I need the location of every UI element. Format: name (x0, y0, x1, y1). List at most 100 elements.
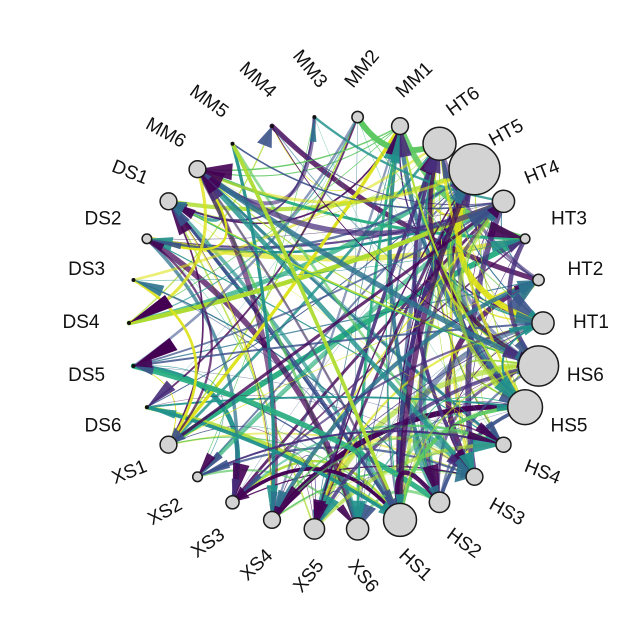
edge-HS6-DS1 (168, 200, 539, 367)
node-hs5 (506, 389, 544, 426)
edge-DS6-HS3 (146, 395, 475, 477)
node-ds4 (127, 321, 131, 325)
node-ht6 (422, 126, 457, 161)
edge-HS3-HT2 (458, 279, 539, 478)
node-ht2 (532, 273, 545, 287)
edge-HS5-MM1 (399, 125, 527, 409)
arrowhead-XS6 (351, 500, 366, 529)
node-layer (127, 110, 560, 541)
arrowhead-HT3 (487, 221, 526, 239)
label-mm2: MM2 (341, 46, 384, 92)
label-hs1: HS1 (394, 545, 435, 586)
node-mm5 (230, 141, 235, 146)
edge-HS1-XS3 (230, 467, 402, 522)
edge-XS5-XS1 (168, 426, 315, 530)
label-mm3: MM3 (288, 46, 331, 92)
edge-XS3-HT1 (231, 321, 545, 504)
label-xs1: XS1 (109, 456, 150, 489)
arrowhead-MM4 (257, 126, 272, 149)
node-ht4 (491, 189, 516, 214)
label-xs6: XS6 (344, 556, 383, 597)
node-ht5 (448, 142, 501, 196)
edge-HS1-DS3 (133, 279, 401, 521)
node-hs4 (495, 436, 512, 453)
edge-XS2-HS4 (196, 430, 505, 478)
edge-HT5-DS2 (145, 168, 476, 251)
node-xs1 (159, 435, 178, 454)
arrowhead-XS4 (272, 485, 302, 520)
arrowhead-MM1 (389, 126, 400, 164)
arrowhead-MM3 (309, 117, 317, 142)
label-mm5: MM5 (186, 81, 233, 123)
node-hs3 (465, 467, 484, 486)
label-hs2: HS2 (443, 524, 485, 563)
edge-HT6-XS1 (167, 142, 441, 447)
arrowhead-DS2 (146, 238, 182, 250)
arrowhead-DS3 (133, 280, 165, 297)
node-ds3 (131, 278, 136, 282)
node-mm4 (270, 124, 274, 129)
edge-HS6-HS1 (399, 365, 540, 521)
arrowhead-DS4 (129, 295, 173, 323)
label-ht5: HT5 (486, 115, 528, 151)
node-xs4 (262, 510, 282, 530)
node-hs1 (382, 502, 418, 538)
label-ds1: DS1 (109, 156, 151, 189)
arrowhead-DS5 (133, 366, 155, 376)
arrowhead-XS3 (232, 462, 250, 503)
edge-XS4-DS1 (168, 201, 273, 521)
node-hs2 (428, 491, 451, 514)
edge-MM5-HS1 (230, 141, 402, 522)
edge-XS1-HT2 (168, 279, 539, 445)
edge-HS5-HT4 (456, 199, 528, 410)
edge-XS6-MM1 (356, 124, 402, 531)
label-ht1: HT1 (573, 312, 609, 333)
label-ht3: HT3 (551, 208, 587, 229)
node-hs6 (517, 345, 560, 387)
label-ht2: HT2 (567, 259, 603, 280)
label-hs3: HS3 (486, 494, 529, 530)
label-ht6: HT6 (443, 83, 484, 121)
edge-XS3-HS3 (231, 465, 476, 503)
node-ds5 (131, 364, 136, 368)
edge-HS4-DS5 (133, 365, 504, 445)
edge-XS1-DS3 (132, 278, 198, 447)
node-mm2 (351, 110, 365, 124)
arrowhead-DS5 (133, 359, 153, 368)
label-ht4: HT4 (522, 156, 564, 189)
label-hs4: HS4 (521, 456, 563, 489)
arrowhead-XS2 (197, 451, 223, 477)
arrowhead-HT3 (490, 238, 526, 252)
edge-MM2-HS5 (357, 116, 526, 408)
edge-HT6-DS1 (168, 143, 440, 224)
node-xs6 (345, 517, 370, 541)
label-ds2: DS2 (85, 208, 122, 229)
label-xs5: XS5 (289, 556, 328, 597)
node-ds6 (144, 405, 149, 410)
label-xs4: XS4 (237, 545, 278, 585)
edge-HT5-XS5 (313, 168, 476, 530)
label-mm6: MM6 (142, 114, 189, 153)
edge-MM3-HS4 (314, 116, 504, 445)
edge-DS2-XS1 (145, 237, 213, 446)
node-xs2 (191, 471, 204, 483)
node-mm3 (312, 115, 317, 120)
edge-MM6-HS1 (196, 167, 402, 522)
node-ds1 (159, 192, 178, 211)
node-ds2 (141, 233, 153, 245)
node-ht3 (519, 233, 531, 245)
label-hs5: HS5 (551, 416, 588, 437)
label-xs2: XS2 (144, 494, 186, 530)
label-mm1: MM1 (392, 58, 437, 102)
arrowhead-HS4 (467, 431, 504, 445)
edge-HT5-HS5 (474, 168, 526, 408)
arrowhead-DS6 (146, 380, 176, 408)
edge-XS4-HS3 (271, 472, 475, 521)
arrowhead-DS5 (133, 338, 178, 366)
edge-MM3-HT4 (313, 115, 505, 203)
label-ds5: DS5 (68, 365, 105, 386)
edge-HT6-DS3 (132, 142, 441, 282)
edge-MM2-XS6 (355, 116, 358, 530)
edge-MM1-XS6 (357, 125, 401, 530)
